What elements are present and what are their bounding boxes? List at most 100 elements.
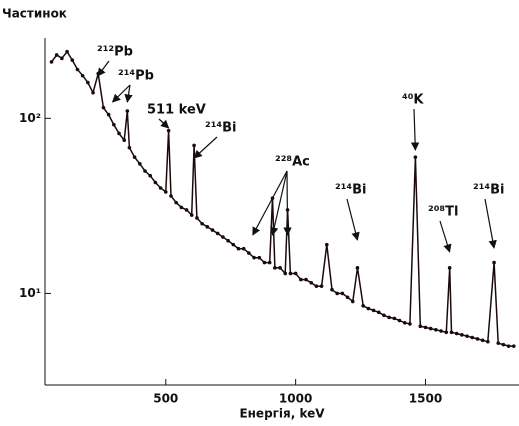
data-point bbox=[361, 303, 365, 308]
data-point bbox=[319, 284, 324, 288]
data-point bbox=[309, 281, 314, 285]
data-point bbox=[236, 246, 241, 251]
data-point bbox=[86, 80, 90, 85]
data-point bbox=[434, 327, 438, 332]
x-tick-label: 500 bbox=[153, 392, 178, 406]
data-point bbox=[262, 260, 267, 265]
data-point bbox=[340, 291, 345, 296]
data-point bbox=[345, 295, 350, 300]
data-point bbox=[506, 344, 511, 348]
data-point bbox=[293, 271, 298, 276]
data-point bbox=[252, 255, 256, 260]
data-point bbox=[112, 122, 116, 127]
data-point bbox=[231, 242, 236, 247]
data-point bbox=[304, 277, 308, 282]
data-point bbox=[221, 235, 225, 239]
annotation: ²²⁸Ac bbox=[275, 155, 310, 170]
data-point bbox=[355, 266, 360, 270]
data-point bbox=[465, 334, 469, 338]
data-point bbox=[460, 333, 464, 337]
annotation-arrow bbox=[439, 220, 452, 253]
data-point bbox=[454, 331, 459, 336]
spectrum-line bbox=[50, 50, 514, 347]
data-point bbox=[501, 342, 506, 347]
data-point bbox=[486, 339, 490, 344]
data-point bbox=[376, 310, 381, 315]
data-point bbox=[75, 67, 80, 72]
data-point bbox=[408, 322, 412, 326]
data-point bbox=[91, 90, 95, 95]
data-point bbox=[195, 216, 199, 220]
data-point bbox=[449, 330, 454, 335]
y-axis-label: Частинок bbox=[2, 7, 67, 21]
data-point bbox=[205, 225, 210, 229]
annotation: ²¹⁴Pb bbox=[118, 69, 154, 84]
data-point bbox=[444, 330, 449, 335]
annotation: ²¹²Pb bbox=[97, 45, 133, 60]
data-point bbox=[475, 337, 480, 341]
annotation-arrow bbox=[346, 198, 360, 241]
data-point bbox=[101, 105, 106, 110]
data-point bbox=[226, 238, 230, 243]
data-point bbox=[80, 73, 85, 78]
data-point bbox=[397, 318, 402, 323]
data-point bbox=[423, 325, 428, 330]
data-point bbox=[132, 155, 137, 159]
data-point bbox=[148, 173, 152, 178]
data-point bbox=[335, 291, 339, 296]
data-point bbox=[496, 341, 501, 345]
annotation: 511 keV bbox=[147, 103, 206, 118]
data-point bbox=[179, 205, 184, 210]
data-point bbox=[470, 335, 475, 340]
annotation-arrow bbox=[270, 170, 288, 236]
annotation-arrow bbox=[111, 84, 131, 103]
data-point bbox=[169, 194, 173, 198]
data-point bbox=[418, 324, 423, 328]
data-point bbox=[184, 208, 189, 212]
annotation-arrow bbox=[124, 84, 133, 103]
annotation-arrow bbox=[283, 170, 292, 236]
data-point bbox=[413, 155, 418, 159]
y-tick-label: 10² bbox=[19, 111, 41, 125]
data-point bbox=[288, 271, 293, 276]
data-point bbox=[350, 299, 355, 304]
data-point bbox=[278, 266, 282, 270]
data-point bbox=[106, 112, 111, 117]
data-point bbox=[166, 128, 171, 133]
data-point bbox=[257, 255, 262, 260]
data-point bbox=[330, 287, 334, 292]
data-point bbox=[267, 260, 272, 265]
annotation: ⁴⁰K bbox=[402, 93, 424, 108]
data-point bbox=[283, 271, 288, 276]
data-point bbox=[428, 326, 433, 331]
data-point bbox=[117, 131, 121, 136]
data-point bbox=[54, 53, 59, 57]
data-point bbox=[192, 143, 196, 148]
annotation-arrow bbox=[252, 170, 288, 236]
annotation-arrow bbox=[158, 118, 170, 129]
data-point bbox=[65, 49, 69, 54]
data-point bbox=[387, 315, 391, 320]
data-point bbox=[210, 228, 215, 232]
data-point bbox=[122, 138, 127, 142]
data-point bbox=[125, 109, 130, 113]
data-point bbox=[299, 277, 303, 282]
data-point bbox=[70, 58, 75, 62]
annotation-arrow bbox=[484, 198, 497, 249]
data-point bbox=[492, 260, 496, 265]
data-point bbox=[402, 320, 407, 325]
data-point bbox=[158, 186, 163, 190]
data-point bbox=[153, 180, 158, 185]
data-point bbox=[273, 266, 277, 270]
data-point bbox=[127, 145, 132, 150]
data-point bbox=[480, 338, 485, 343]
data-point bbox=[247, 251, 251, 255]
data-point bbox=[447, 266, 452, 270]
data-point bbox=[439, 329, 443, 333]
data-point bbox=[200, 221, 204, 226]
data-point bbox=[314, 284, 319, 288]
data-point bbox=[392, 316, 397, 321]
data-point bbox=[60, 56, 64, 61]
data-point bbox=[215, 231, 220, 236]
